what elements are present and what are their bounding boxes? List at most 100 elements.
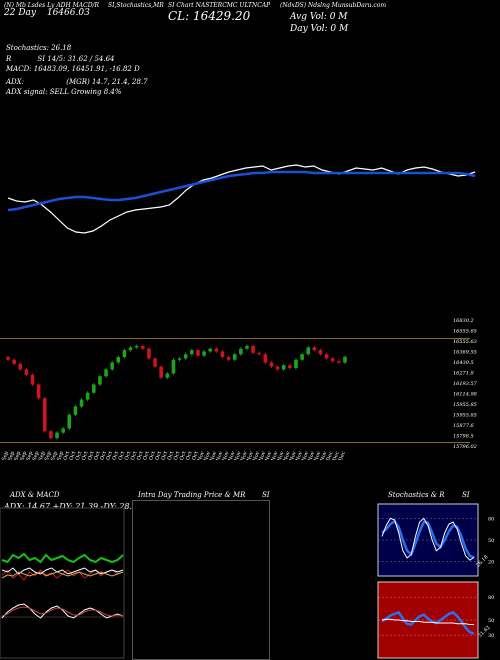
stoch-r-label: R (6, 55, 12, 63)
candle-body (337, 361, 341, 363)
x-axis-date: 24 Nov (292, 450, 304, 460)
x-axis-date: 22 Nov (286, 450, 298, 460)
x-axis-date: 08 Nov (225, 450, 237, 460)
price-axis-label: 16439.5 (453, 360, 474, 366)
x-axis-date: 21 Nov (280, 450, 292, 460)
x-axis-date: 27 Oct (176, 451, 187, 460)
intraday-panel-title: Intra Day Trading Price & MR (138, 491, 246, 499)
stoch-r-values: SI 14/5: 31.62 / 54.64 (37, 55, 115, 63)
x-axis-date: 25 Oct (164, 451, 175, 460)
candle-body (49, 431, 53, 439)
price-axis-label: 16555.63 (453, 339, 477, 345)
candle-body (269, 362, 274, 367)
candle-body (159, 366, 163, 378)
candle-body (288, 365, 292, 368)
candle-body (245, 346, 249, 349)
x-axis-date: 18 Sep (0, 451, 10, 460)
candle-body (12, 359, 16, 364)
x-axis-date: 27 Sep (41, 451, 53, 460)
adx-white-line (1, 567, 124, 575)
x-axis-date: 20 Nov (274, 450, 286, 460)
header-line1-a: (N) Mb Lsdes Ly ADH MACD/R (4, 2, 100, 9)
stoch-axis-label: 50 (488, 538, 494, 544)
candle-body (312, 347, 317, 351)
stoch-d-line (381, 519, 475, 559)
x-axis-date: 25 Sep (29, 451, 41, 460)
x-axis-date: 10 Nov (237, 450, 249, 460)
candle-body (165, 373, 170, 378)
candle-body (318, 350, 323, 355)
avg-volume: Avg Vol: 0 M (290, 12, 348, 22)
adx-signal: ADX signal: SELL Growing 8.4% (6, 88, 122, 96)
x-axis-date: 07 Nov (219, 450, 231, 460)
x-axis-date: 09 Oct (90, 451, 101, 460)
stoch-readout: Stochastics: 26.18 (6, 44, 72, 52)
x-axis-date: 11 Oct (103, 451, 114, 460)
adx-tan-line (1, 571, 124, 579)
candle-body (300, 354, 304, 360)
price-axis-label: 15955.85 (453, 402, 477, 408)
x-axis-date: 31 Oct (188, 451, 199, 460)
adx-panel-title: ADX & MACD (10, 491, 60, 499)
x-axis-date: 06 Oct (84, 451, 95, 460)
x-axis-date: 30 Oct (182, 451, 193, 460)
price-axis-label: 16271.8 (453, 371, 474, 377)
day-volume: Day Vol: 0 M (290, 24, 349, 34)
x-axis-date: 04 Dec (329, 450, 341, 460)
x-axis-date: 05 Oct (78, 451, 89, 460)
price-chart: 16830.2 16555.65 16555.63 16369.55 16439.5 16… (0, 164, 478, 460)
candle-body (275, 366, 280, 370)
candle-body (183, 354, 188, 359)
x-axis-date: 02 Nov (200, 450, 212, 460)
adx-panel-frame (0, 507, 125, 659)
candle-body (24, 369, 29, 375)
rsi-axis-label: 30 (488, 633, 494, 639)
x-axis-date: 20 Oct (146, 451, 157, 460)
candle-body (91, 384, 96, 393)
candle-body (6, 357, 10, 360)
x-axis-date: 18 Oct (133, 451, 144, 460)
candle-body (343, 357, 347, 363)
candle-body (85, 392, 90, 400)
header-period: 22 Day 16466.03 (4, 8, 90, 18)
rsi-axis-label: 50 (488, 618, 494, 624)
candle-body (55, 432, 59, 439)
price-axis-label: 15955.85 (453, 413, 477, 419)
header-period-label: 22 Day (4, 8, 36, 18)
candle-body (128, 347, 133, 351)
candle-body (36, 384, 41, 399)
x-axis-date: 28 Nov (304, 450, 316, 460)
x-axis-date: 05 Dec (335, 450, 347, 460)
rsi-line (381, 610, 475, 635)
price-axis-label: 16555.65 (453, 329, 477, 335)
candle-body (141, 346, 145, 349)
x-axis-date: 17 Oct (127, 451, 138, 460)
stoch-r-readout: R SI 14/5: 31.62 / 54.64 (6, 55, 115, 63)
x-axis-date: 26 Oct (170, 451, 181, 460)
intraday-panel (132, 500, 270, 660)
macd-readout: MACD: 16483.09, 16451.91, -16.82 D (6, 65, 140, 73)
candle-body (190, 350, 194, 355)
candle-body (263, 354, 268, 363)
x-axis-date: 16 Nov (261, 450, 273, 460)
x-axis-date: 10 Oct (97, 451, 108, 460)
price-axis-label: 16369.55 (453, 350, 477, 356)
candle-body (220, 351, 225, 357)
candle-body (232, 354, 237, 360)
rsi-signal-line (381, 618, 474, 626)
x-axis-date: 17 Nov (268, 450, 280, 460)
price-axis-label: 16193.57 (453, 381, 478, 387)
x-axis-date: 03 Nov (206, 450, 218, 460)
price-axis-label: 15796.02 (453, 444, 477, 450)
x-axis-date: 01 Nov (194, 450, 206, 460)
candle-body (294, 359, 298, 368)
x-axis-date: 14 Nov (249, 450, 261, 460)
x-axis-date: 29 Nov (311, 450, 323, 460)
x-axis-date: 28 Sep (47, 451, 59, 460)
candle-body (110, 362, 114, 370)
stoch-axis-label: 80 (488, 516, 494, 522)
candle-body (18, 363, 23, 370)
candle-body (226, 357, 231, 360)
adx-values: (MGR) 14.7, 21.4, 28.7 (66, 78, 148, 86)
